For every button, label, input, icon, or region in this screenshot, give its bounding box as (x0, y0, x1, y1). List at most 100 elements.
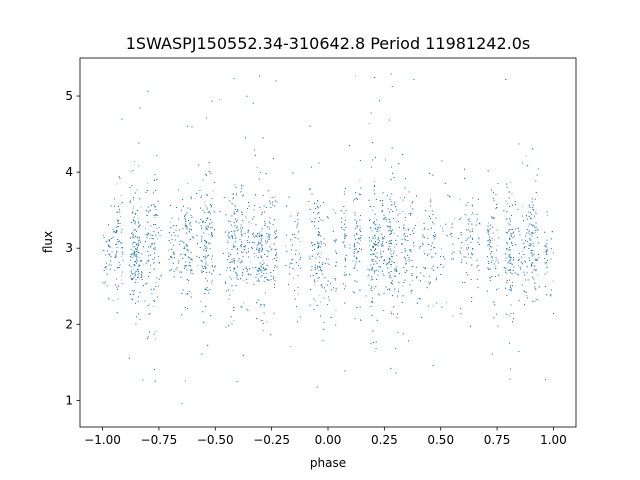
data-point (120, 279, 122, 281)
data-point (315, 203, 317, 205)
data-point (356, 269, 358, 271)
data-point (121, 275, 123, 277)
data-point (289, 263, 291, 265)
data-point (509, 253, 511, 255)
data-point (315, 300, 317, 302)
data-point (157, 238, 158, 240)
data-point (388, 272, 390, 274)
data-point (394, 246, 396, 248)
data-point (188, 231, 190, 233)
data-point (143, 263, 145, 265)
data-point (506, 273, 508, 275)
data-point (133, 268, 135, 270)
data-point (135, 214, 137, 215)
data-point (504, 270, 506, 272)
data-point (429, 201, 431, 203)
data-point (247, 242, 248, 244)
data-point (401, 285, 403, 287)
data-point (319, 295, 321, 297)
data-point (411, 213, 413, 215)
data-point (471, 214, 473, 216)
data-point (467, 244, 469, 246)
data-point (535, 211, 537, 213)
data-point (404, 219, 406, 221)
data-point (258, 273, 260, 275)
data-point (493, 302, 495, 303)
data-point (317, 280, 319, 282)
data-point (319, 256, 321, 258)
data-point (137, 218, 139, 220)
data-point (498, 288, 499, 290)
data-point (134, 242, 136, 244)
data-point (334, 250, 336, 252)
data-point (248, 248, 250, 250)
data-point (381, 238, 383, 240)
data-point (380, 251, 381, 253)
data-point (137, 242, 139, 244)
data-point (137, 281, 139, 283)
data-point (496, 245, 498, 247)
data-point (466, 215, 468, 217)
data-point (349, 244, 351, 246)
data-point (412, 279, 413, 281)
data-point (147, 182, 148, 184)
data-point (260, 319, 262, 321)
data-point (383, 260, 385, 261)
data-point (409, 261, 411, 262)
data-point (153, 262, 155, 264)
data-point (234, 263, 235, 265)
data-point (469, 218, 470, 220)
data-point (509, 315, 511, 317)
data-point (405, 251, 406, 253)
data-point (297, 293, 299, 295)
data-point (314, 284, 316, 286)
data-point (526, 295, 528, 296)
data-point (382, 243, 383, 245)
data-point (227, 239, 229, 241)
data-point (208, 234, 210, 235)
data-point (378, 224, 380, 225)
data-point (187, 183, 189, 185)
data-point (318, 270, 320, 272)
data-point (344, 191, 345, 193)
data-point (185, 225, 187, 226)
data-point (374, 180, 375, 182)
data-point (495, 260, 497, 262)
data-point (360, 239, 362, 241)
data-point (262, 237, 264, 239)
data-point (343, 283, 345, 284)
data-point (275, 231, 277, 232)
data-point (262, 260, 264, 261)
data-point (233, 204, 235, 205)
data-point (372, 268, 374, 269)
data-point (120, 215, 122, 217)
data-point (335, 310, 337, 311)
data-point (423, 250, 425, 252)
data-point (452, 250, 454, 252)
data-point (510, 182, 512, 184)
data-point (355, 264, 356, 266)
data-point (260, 231, 262, 233)
data-point (390, 252, 391, 254)
data-point (478, 238, 480, 240)
data-point (233, 320, 235, 321)
data-point (441, 264, 443, 265)
data-point (409, 249, 410, 251)
data-point (441, 248, 443, 250)
data-point (210, 282, 212, 284)
data-point (169, 221, 171, 223)
data-point (271, 258, 273, 260)
data-point (399, 213, 401, 214)
data-point (256, 255, 258, 257)
data-point (300, 241, 302, 243)
data-point (552, 280, 554, 282)
data-point (318, 233, 320, 235)
data-point (218, 99, 220, 100)
data-point (261, 269, 263, 271)
data-point (473, 213, 475, 215)
data-point (243, 280, 245, 282)
data-point (226, 248, 228, 250)
data-point (355, 75, 357, 77)
data-point (359, 319, 361, 320)
